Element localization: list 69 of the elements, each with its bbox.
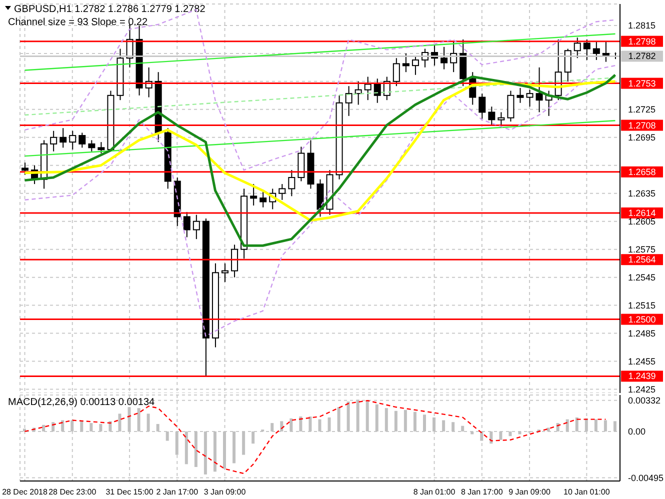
candlestick xyxy=(574,37,581,59)
x-tick-label: 8 Jan 17:00 xyxy=(461,488,504,497)
candlestick xyxy=(478,93,486,120)
x-tick-label: 3 Jan 09:00 xyxy=(204,488,246,497)
y-tick-label: 1.2695 xyxy=(628,132,656,143)
x-tick-label: 8 Jan 01:00 xyxy=(413,488,456,497)
ref-line-label: 1.2753 xyxy=(628,78,656,88)
candlestick xyxy=(392,58,400,87)
chart-title: MACD(12,26,9) 0.00113 0.00134 xyxy=(8,397,156,408)
y-tick-label: 1.2575 xyxy=(628,244,656,255)
ref-line-label: 1.2500 xyxy=(628,314,656,324)
candlestick xyxy=(345,86,352,116)
x-tick-label: 10 Jan 01:00 xyxy=(564,488,610,497)
ref-line-label: 1.2798 xyxy=(628,36,656,46)
y-tick-label: 1.2455 xyxy=(628,356,656,366)
y-tick-label: 1.2725 xyxy=(628,104,656,115)
y-tick-label: 1.2605 xyxy=(628,216,656,227)
line-series xyxy=(24,74,616,247)
line-series xyxy=(24,64,616,337)
y-tick-label: 1.2545 xyxy=(628,272,656,283)
candlestick xyxy=(564,48,572,82)
y-tick-label: -0.00495 xyxy=(628,472,664,483)
y-tick-label: 0.00332 xyxy=(628,396,661,406)
candlestick xyxy=(526,89,534,108)
candlestick xyxy=(192,214,200,240)
ref-line-label: 1.2439 xyxy=(628,371,656,382)
candlestick xyxy=(231,244,238,278)
y-tick-label: 1.2815 xyxy=(628,20,656,31)
candlestick xyxy=(22,162,28,176)
x-tick-label: 2 Jan 17:00 xyxy=(156,488,199,497)
ref-line-label: 1.2658 xyxy=(628,166,656,177)
candlestick xyxy=(260,190,267,208)
ref-line-label: 1.2614 xyxy=(628,208,656,218)
candlestick xyxy=(60,128,67,148)
candlestick xyxy=(364,76,372,101)
candlestick xyxy=(288,170,296,197)
candlestick xyxy=(536,66,543,113)
candlestick xyxy=(88,140,96,152)
x-tick-label: 28 Dec 2018 xyxy=(2,488,48,497)
candlestick xyxy=(183,212,190,238)
candlestick xyxy=(98,142,105,154)
text: Channel size = 93 Slope = 0.22 xyxy=(8,17,148,28)
x-tick-label: 28 Dec 23:00 xyxy=(48,488,97,497)
candlestick xyxy=(583,38,590,60)
candlestick xyxy=(440,46,448,70)
candlestick xyxy=(222,262,228,282)
x-tick-label: 31 Dec 15:00 xyxy=(106,488,154,497)
candlestick xyxy=(374,78,381,104)
candlestick xyxy=(516,87,524,104)
ref-line-label: 1.2564 xyxy=(628,254,656,265)
candlestick xyxy=(50,130,58,152)
candlestick xyxy=(278,184,286,200)
y-tick-label: 1.2485 xyxy=(628,328,656,338)
candlestick xyxy=(488,106,496,126)
x-tick-label: 9 Jan 09:00 xyxy=(508,488,551,497)
y-tick-label: 1.2515 xyxy=(628,300,656,311)
y-tick-label: 1.2635 xyxy=(628,188,656,199)
candlestick xyxy=(592,40,600,60)
ref-line-label: 1.2708 xyxy=(628,120,656,130)
candlestick xyxy=(69,130,76,150)
ref-line-label: 1.2782 xyxy=(628,51,656,62)
chart-title: GBPUSD,H1 1.2782 1.2786 1.2779 1.2782 xyxy=(14,4,206,15)
candlestick xyxy=(78,132,86,148)
y-tick-label: 1.2425 xyxy=(628,384,656,394)
candlestick xyxy=(250,184,258,206)
y-tick-label: 0.00 xyxy=(628,426,646,437)
candlestick xyxy=(507,90,514,122)
candlestick xyxy=(412,56,419,76)
candlestick xyxy=(402,52,410,73)
